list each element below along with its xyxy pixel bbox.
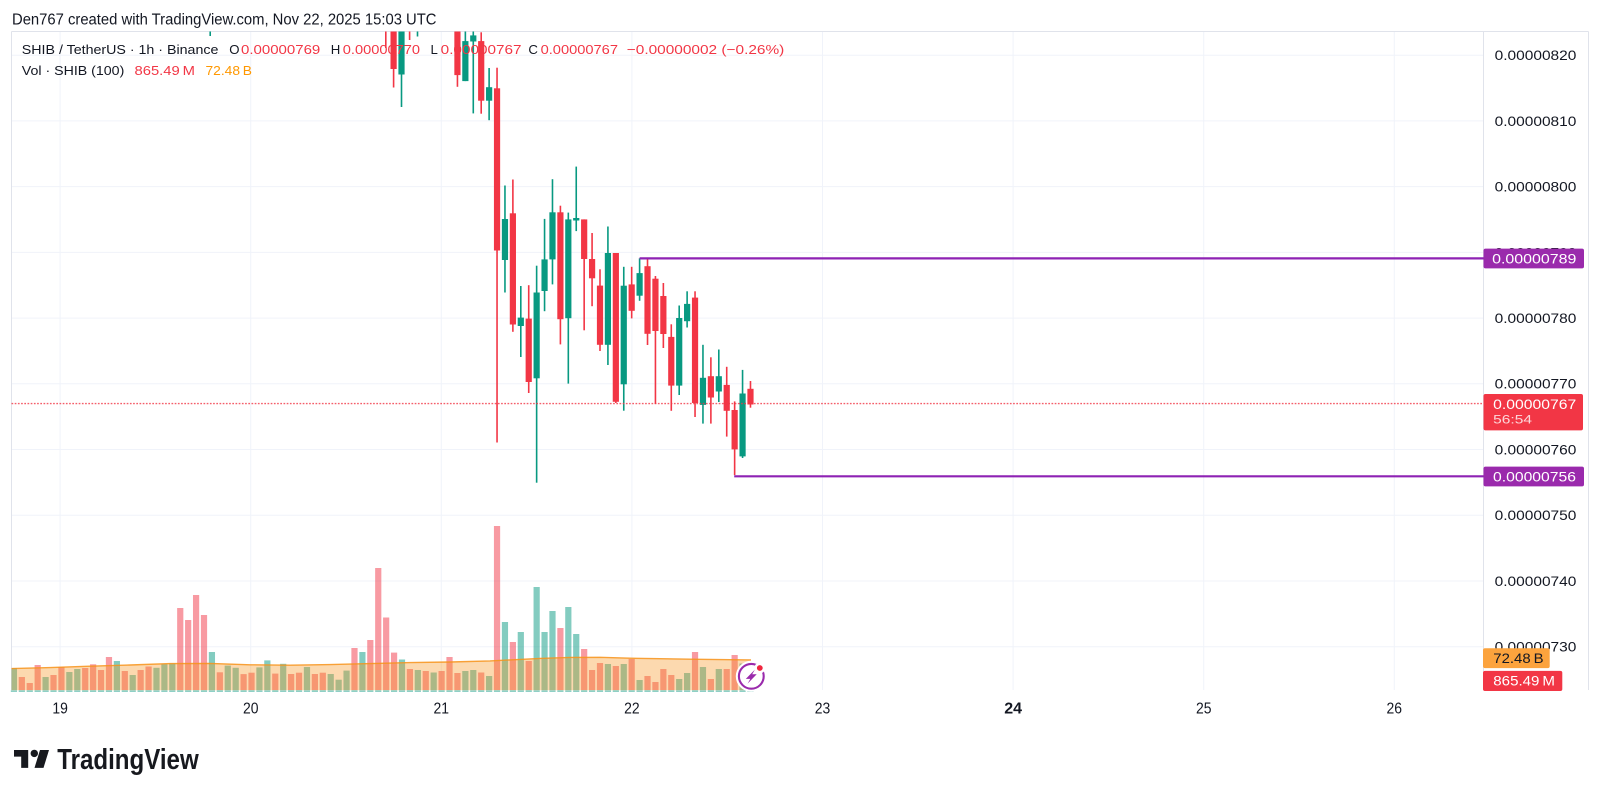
svg-text:0.00000767: 0.00000767: [441, 42, 522, 57]
svg-text:0.00000770: 0.00000770: [1495, 377, 1577, 392]
svg-text:0.00000767: 0.00000767: [541, 42, 618, 57]
svg-text:20: 20: [243, 701, 259, 718]
svg-text:0.00000800: 0.00000800: [1495, 180, 1577, 195]
svg-text:L: L: [431, 42, 438, 57]
svg-text:26: 26: [1387, 701, 1403, 718]
svg-text:O: O: [229, 42, 239, 57]
svg-text:H: H: [331, 42, 341, 57]
svg-text:0.00000767: 0.00000767: [1493, 397, 1576, 412]
svg-text:−0.00000002 (−0.26%): −0.00000002 (−0.26%): [627, 42, 785, 57]
svg-text:0.00000810: 0.00000810: [1495, 114, 1577, 129]
svg-text:19: 19: [52, 701, 68, 718]
svg-text:24: 24: [1004, 701, 1022, 718]
svg-text:C: C: [528, 42, 538, 57]
svg-text:Den767 created with TradingVie: Den767 created with TradingView.com, Nov…: [12, 11, 437, 28]
svg-text:0.00000770: 0.00000770: [343, 42, 420, 57]
svg-text:0.00000756: 0.00000756: [1493, 469, 1576, 484]
svg-text:865.49 M: 865.49 M: [135, 63, 196, 78]
svg-text:Vol · SHIB (100): Vol · SHIB (100): [22, 63, 125, 78]
svg-text:72.48 B: 72.48 B: [1493, 651, 1543, 666]
svg-text:25: 25: [1196, 701, 1212, 718]
svg-text:0.00000820: 0.00000820: [1495, 48, 1577, 63]
svg-text:0.00000740: 0.00000740: [1495, 574, 1577, 589]
svg-text:23: 23: [815, 701, 831, 718]
svg-text:72.48 B: 72.48 B: [206, 63, 253, 78]
svg-text:0.00000789: 0.00000789: [1492, 251, 1576, 266]
svg-text:56:54: 56:54: [1493, 413, 1532, 427]
svg-text:21: 21: [434, 701, 450, 718]
svg-text:22: 22: [624, 701, 640, 718]
svg-text:0.00000780: 0.00000780: [1495, 311, 1577, 326]
svg-text:0.00000750: 0.00000750: [1495, 508, 1577, 523]
svg-text:0.00000769: 0.00000769: [241, 42, 320, 57]
svg-text:0.00000760: 0.00000760: [1495, 442, 1577, 457]
svg-text:865.49 M: 865.49 M: [1493, 674, 1555, 689]
svg-text:TradingView: TradingView: [57, 744, 199, 776]
svg-text:SHIB / TetherUS · 1h · Binance: SHIB / TetherUS · 1h · Binance: [22, 42, 219, 57]
